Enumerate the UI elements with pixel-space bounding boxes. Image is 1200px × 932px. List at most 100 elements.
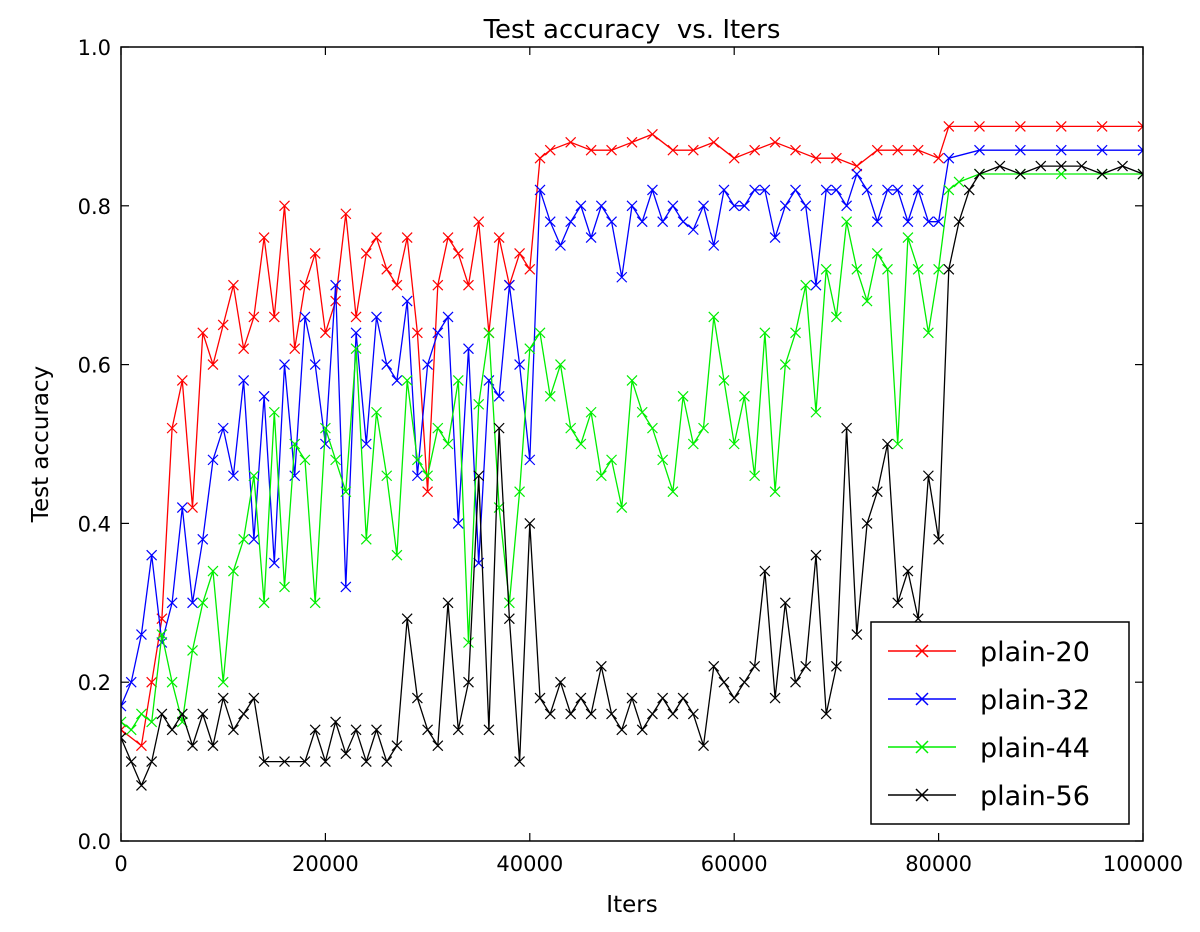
data-point [121,724,127,736]
data-point [197,708,209,720]
data-point [933,263,945,275]
data-point [207,454,219,466]
data-point [657,216,669,228]
x-tick-label: 80000 [905,852,972,876]
data-point [595,660,607,672]
data-point [769,136,781,148]
data-point [207,740,219,752]
data-point [575,200,587,212]
data-point [238,375,250,386]
data-point [861,184,873,196]
data-point [463,279,474,291]
data-point [514,486,526,498]
data-point [473,398,485,410]
data-point [432,279,444,291]
data-point [708,311,720,323]
data-point [851,629,863,640]
data-point [585,708,597,720]
data-point [687,438,699,450]
data-point [820,708,832,720]
data-point [555,359,566,371]
data-point [544,708,556,720]
data-point [493,422,505,434]
data-point [452,248,464,259]
data-point [830,184,842,196]
data-point [698,740,709,752]
data-point [187,740,198,752]
data-point [146,676,158,688]
data-point [555,240,566,251]
data-point [360,533,372,545]
data-point [442,438,454,450]
data-point [657,454,669,466]
data-point [452,375,464,386]
data-point [350,327,362,339]
data-point [146,716,158,728]
data-point [922,327,934,339]
data-point [534,152,546,164]
data-point [902,565,914,577]
data-point [197,327,209,339]
data-point [994,160,1006,172]
data-point [1137,168,1143,180]
data-point [534,327,546,339]
data-point [187,597,198,609]
data-point [258,390,270,402]
chart-title: Test accuracy vs. Iters [483,15,781,45]
data-point [121,732,127,744]
data-point [728,200,740,212]
data-point [565,708,577,720]
data-point [156,708,168,720]
data-point [391,279,403,291]
data-point [912,184,924,196]
data-point [1014,168,1026,180]
data-point [718,676,730,688]
data-point [892,184,904,196]
data-point [912,263,924,275]
data-point [176,375,188,386]
data-point [503,597,515,609]
data-point [493,232,505,243]
data-point [871,248,883,259]
legend-item: plain-56 [888,781,1090,812]
data-point [963,184,975,196]
data-point [125,676,137,688]
y-tick-label: 1.0 [78,36,111,60]
data-point [647,422,658,434]
data-point [524,454,536,466]
data-point [534,184,546,196]
data-point [626,200,638,212]
data-point [810,152,822,164]
legend-marker [915,692,929,706]
data-point [207,565,219,577]
data-point [565,136,577,148]
data-point [136,740,147,752]
legend-box [870,621,1130,825]
data-point [514,359,526,371]
data-point [636,406,648,418]
data-point [350,724,362,736]
data-point [790,184,801,196]
data-point [227,470,239,482]
data-point [861,517,873,529]
data-point [851,263,863,275]
data-point [728,438,740,450]
data-point [524,263,536,275]
data-point [217,422,229,434]
data-point [401,375,413,386]
data-point [289,470,301,482]
data-point [371,724,382,736]
data-point [1055,120,1067,132]
data-point [830,152,842,164]
data-point [319,438,331,450]
y-tick-label: 0.6 [78,354,111,378]
data-point [136,779,147,791]
data-point [1096,120,1108,132]
data-point [197,597,209,609]
data-point [391,375,403,386]
data-point [360,248,372,259]
data-point [759,565,771,577]
legend-marker [915,644,929,658]
data-point [381,263,393,275]
data-point [667,486,679,498]
